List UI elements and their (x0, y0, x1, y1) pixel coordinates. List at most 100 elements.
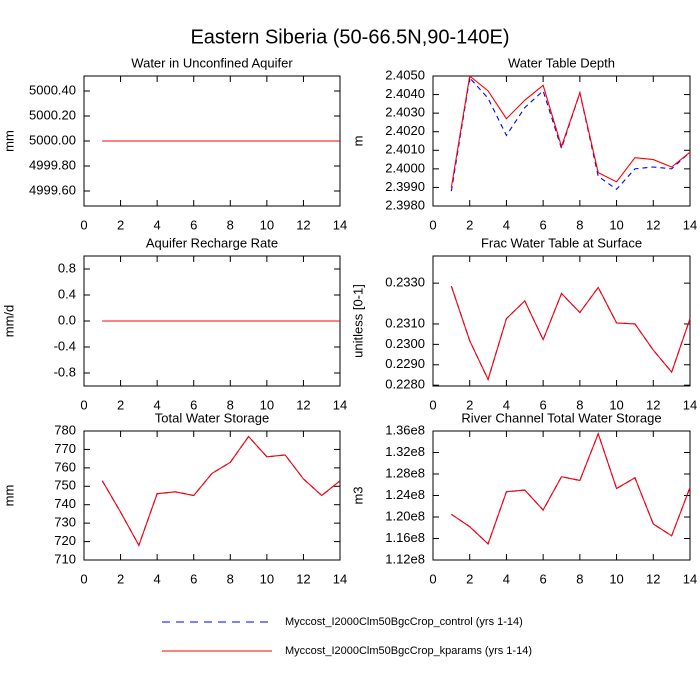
panel-title: Total Water Storage (155, 410, 269, 425)
y-tick-label: 2.4030 (385, 105, 425, 120)
x-tick-label: 2 (466, 571, 473, 586)
panel: Frac Water Table at Surface unitless [0-1… (350, 235, 697, 412)
panel-title: River Channel Total Water Storage (461, 410, 661, 425)
y-axis-label: mm (1, 485, 16, 507)
y-tick-label: 1.20e8 (385, 508, 425, 523)
x-tick-label: 6 (540, 217, 547, 232)
x-tick-label: 6 (190, 397, 197, 412)
y-tick-label: 750 (54, 478, 76, 493)
x-tick-label: 6 (540, 397, 547, 412)
panel-title: Frac Water Table at Surface (481, 235, 642, 250)
y-tick-label: 2.4040 (385, 86, 425, 101)
y-tick-label: 2.4050 (385, 67, 425, 82)
y-tick-label: 0.2290 (385, 356, 425, 371)
series-line (101, 435, 341, 547)
y-axis-label: m3 (350, 486, 365, 504)
x-tick-label: 8 (227, 397, 234, 412)
y-tick-label: 5000.00 (29, 132, 76, 147)
x-tick-label: 12 (296, 217, 310, 232)
x-tick-label: 4 (503, 397, 510, 412)
plot-frame (432, 75, 691, 207)
y-tick-label: 1.16e8 (385, 530, 425, 545)
x-tick-label: 12 (646, 217, 660, 232)
series-line (450, 286, 691, 381)
legend-label: Myccost_I2000Clm50BgcCrop_control (yrs 1… (285, 616, 523, 628)
x-tick-label: 0 (80, 397, 87, 412)
x-tick-label: 2 (117, 217, 124, 232)
y-tick-label: 760 (54, 459, 76, 474)
y-tick-label: 1.32e8 (385, 444, 425, 459)
x-tick-label: 10 (609, 571, 623, 586)
y-tick-label: 0.2280 (385, 377, 425, 392)
panel-title: Water in Unconfined Aquifer (131, 55, 293, 70)
panel: Aquifer Recharge Rate mm/d 0 2 4 6 8 10 12 14 -0.8… (1, 235, 347, 412)
y-tick-label: 0.2330 (385, 275, 425, 290)
x-tick-label: 8 (227, 217, 234, 232)
panel: Water in Unconfined Aquifer mm 0 2 4 6 8 10 12 14… (1, 55, 347, 232)
y-tick-label: 730 (54, 515, 76, 530)
x-tick-label: 4 (503, 217, 510, 232)
y-tick-label: 0.4 (58, 286, 76, 301)
y-tick-label: 2.4000 (385, 160, 425, 175)
x-tick-label: 0 (80, 217, 87, 232)
x-tick-label: 4 (154, 217, 161, 232)
y-axis-label: unitless [0-1] (350, 284, 365, 358)
x-tick-label: 2 (117, 397, 124, 412)
x-tick-label: 10 (609, 217, 623, 232)
x-tick-label: 6 (540, 571, 547, 586)
x-tick-label: 14 (683, 397, 697, 412)
x-tick-label: 4 (154, 571, 161, 586)
y-tick-label: 0.2300 (385, 336, 425, 351)
y-tick-label: 5000.40 (29, 82, 76, 97)
y-tick-label: 1.28e8 (385, 465, 425, 480)
x-tick-label: 10 (260, 571, 274, 586)
y-tick-label: 2.4020 (385, 123, 425, 138)
y-tick-label: 2.4010 (385, 142, 425, 157)
y-tick-label: 1.12e8 (385, 551, 425, 566)
plot-frame (432, 430, 691, 561)
x-tick-label: 14 (683, 571, 697, 586)
legend-label: Myccost_I2000Clm50BgcCrop_kparams (yrs 1… (285, 645, 532, 657)
x-tick-label: 12 (646, 571, 660, 586)
figure-title: Eastern Siberia (50-66.5N,90-140E) (190, 26, 509, 48)
x-tick-label: 12 (296, 571, 310, 586)
y-tick-label: 4999.60 (29, 182, 76, 197)
x-tick-label: 4 (503, 571, 510, 586)
series-line (451, 432, 691, 545)
x-tick-label: 6 (190, 571, 197, 586)
y-tick-label: 0.0 (58, 312, 76, 327)
x-tick-label: 8 (576, 571, 583, 586)
x-tick-label: 2 (466, 217, 473, 232)
y-tick-label: 740 (54, 496, 76, 511)
x-tick-label: 0 (429, 571, 436, 586)
y-tick-label: 1.24e8 (385, 487, 425, 502)
y-tick-label: 0.8 (58, 260, 76, 275)
y-tick-label: -0.4 (54, 338, 76, 353)
y-tick-label: 770 (54, 441, 76, 456)
y-tick-label: 780 (54, 422, 76, 437)
y-axis-label: m (350, 136, 365, 147)
y-axis-label: mm (1, 130, 16, 152)
x-tick-label: 2 (117, 571, 124, 586)
panel-title: Water Table Depth (508, 55, 615, 70)
x-tick-label: 14 (333, 217, 347, 232)
x-tick-label: 14 (683, 217, 697, 232)
y-tick-label: 5000.20 (29, 107, 76, 122)
x-tick-label: 4 (154, 397, 161, 412)
x-tick-label: 2 (466, 397, 473, 412)
x-tick-label: 8 (576, 397, 583, 412)
plot-frame (432, 255, 691, 387)
panel: River Channel Total Water Storage m3 0 2 4 6 8… (350, 410, 697, 586)
x-tick-label: 12 (646, 397, 660, 412)
x-tick-label: 12 (296, 397, 310, 412)
y-tick-label: 1.36e8 (385, 422, 425, 437)
x-tick-label: 6 (190, 217, 197, 232)
y-tick-label: -0.8 (54, 364, 76, 379)
y-tick-label: 0.2310 (385, 315, 425, 330)
x-tick-label: 0 (429, 217, 436, 232)
x-tick-label: 10 (260, 217, 274, 232)
x-tick-label: 0 (429, 397, 436, 412)
y-tick-label: 720 (54, 533, 76, 548)
series-line (450, 74, 691, 188)
